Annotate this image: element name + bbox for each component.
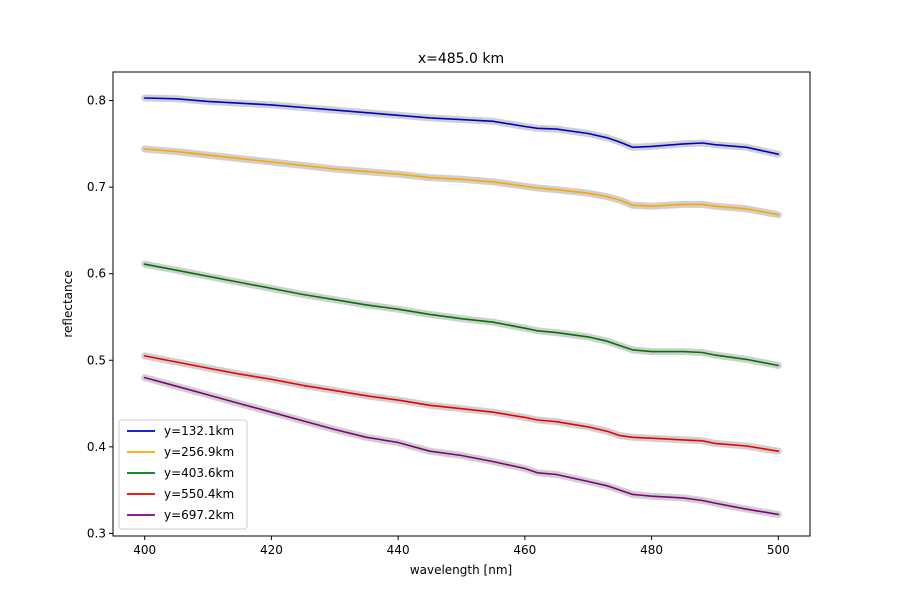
y-tick-label: 0.3 — [87, 526, 106, 540]
legend-entry-label: y=550.4km — [164, 487, 234, 501]
plot-frame — [112, 71, 811, 537]
y-axis-ticks: 0.3 0.4 0.5 0.6 0.7 0.8 — [87, 94, 113, 540]
y-tick-label: 0.4 — [87, 440, 106, 454]
x-tick-label: 400 — [133, 543, 156, 557]
y-tick-label: 0.7 — [87, 180, 106, 194]
legend-entry-label: y=697.2km — [164, 508, 234, 522]
series-line-3 — [143, 263, 780, 367]
legend-entry-label: y=403.6km — [164, 466, 234, 480]
series-lines — [143, 97, 780, 516]
y-tick-label: 0.8 — [87, 94, 106, 108]
series-line-2 — [143, 148, 780, 216]
legend-entry-label: y=256.9km — [164, 445, 234, 459]
y-tick-label: 0.5 — [87, 353, 106, 367]
chart-title: x=485.0 km — [418, 51, 504, 67]
x-axis-ticks: 400 420 440 460 480 500 — [133, 536, 790, 557]
y-axis-label: reflectance — [61, 270, 75, 337]
x-tick-label: 480 — [640, 543, 663, 557]
legend: y=132.1km y=256.9km y=403.6km y=550.4km y=69… — [118, 419, 248, 530]
series-band-3 — [141, 260, 782, 369]
x-tick-label: 500 — [767, 543, 790, 557]
x-axis-label: wavelength [nm] — [410, 563, 512, 577]
series-band-1 — [141, 94, 782, 158]
legend-box — [118, 419, 248, 530]
x-tick-label: 420 — [260, 543, 283, 557]
series-line-1 — [143, 97, 780, 155]
x-tick-label: 460 — [513, 543, 536, 557]
x-tick-label: 440 — [387, 543, 410, 557]
legend-entry-label: y=132.1km — [164, 424, 234, 438]
series-line-5 — [143, 376, 780, 516]
series-line-4 — [143, 355, 780, 453]
y-tick-label: 0.6 — [87, 267, 106, 281]
